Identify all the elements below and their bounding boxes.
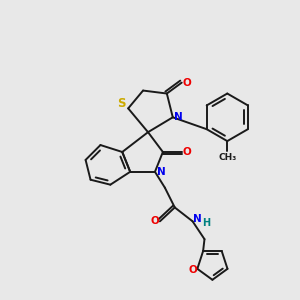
Text: O: O [151,216,159,226]
Text: N: N [157,167,165,177]
Text: N: N [193,214,202,224]
Text: S: S [117,97,125,110]
Text: N: N [174,112,183,122]
Text: O: O [188,265,197,275]
Text: O: O [182,78,191,88]
Text: O: O [182,147,191,157]
Text: H: H [202,218,211,228]
Text: CH₃: CH₃ [218,153,236,162]
